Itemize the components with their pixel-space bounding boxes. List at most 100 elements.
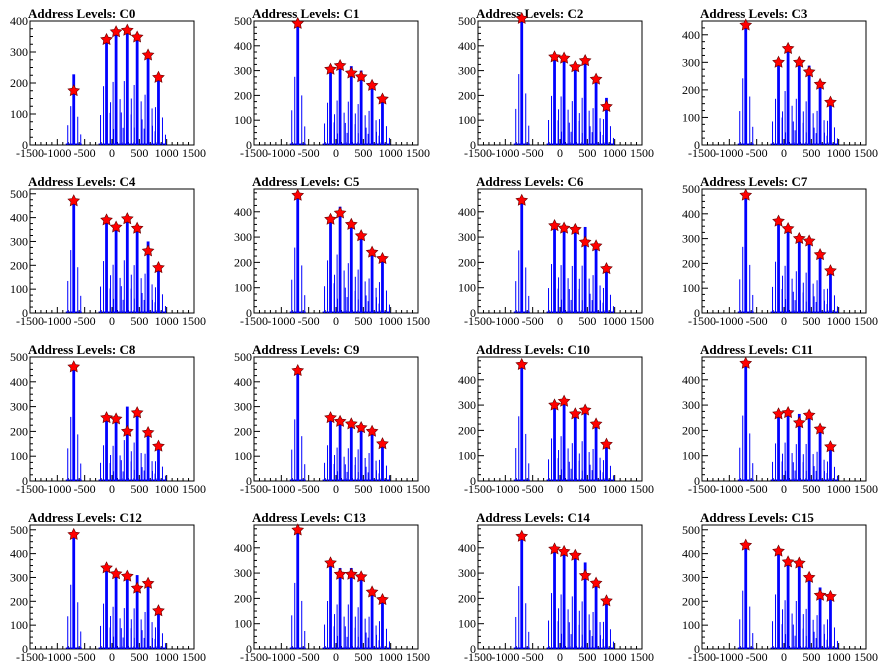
histogram-spike (573, 227, 577, 313)
histogram-spike (777, 60, 780, 145)
x-tick-label: -1500 (464, 482, 492, 496)
histogram-spike (829, 100, 832, 145)
histogram-spike (114, 417, 118, 481)
x-tick-label: 0 (109, 650, 115, 664)
peak-marker (100, 411, 113, 424)
y-tick-label: 500 (10, 523, 28, 537)
y-tick-label: 0 (246, 642, 252, 656)
peak-marker (376, 251, 389, 264)
x-tick-label: 1500 (854, 482, 878, 496)
subplot-title: Address Levels: C6 (476, 174, 584, 189)
y-tick-label: 300 (682, 55, 700, 69)
peak-marker (600, 437, 613, 450)
y-tick-label: 100 (10, 618, 28, 632)
peak-marker (578, 54, 592, 67)
peak-marker (548, 50, 561, 63)
peak-marker (291, 188, 305, 201)
y-tick-label: 400 (234, 205, 252, 219)
subplot-title: Address Levels: C0 (28, 6, 135, 21)
histogram-spike (338, 64, 342, 145)
x-tick-label: 500 (802, 482, 820, 496)
peak-marker (781, 405, 795, 419)
peak-marker (130, 30, 144, 43)
histogram-spike (605, 267, 608, 313)
x-tick-label: 1000 (827, 314, 851, 328)
y-tick-label: 200 (682, 83, 700, 97)
y-tick-label: 300 (234, 64, 252, 78)
y-tick-label: 100 (234, 281, 252, 295)
histogram-spike (786, 46, 790, 145)
y-tick-label: 500 (458, 14, 476, 28)
x-tick-label: -500 (746, 146, 768, 160)
x-tick-label: -1500 (240, 650, 268, 664)
peak-marker (141, 244, 155, 257)
peak-marker (130, 221, 144, 234)
peak-marker (548, 398, 561, 411)
y-tick-label: 300 (458, 230, 476, 244)
histogram-spike (829, 445, 832, 481)
histogram-spike (135, 411, 139, 481)
histogram-spike (605, 97, 608, 145)
histogram-spike (296, 528, 300, 649)
y-tick-label: 400 (682, 547, 700, 561)
histogram-spike (829, 595, 832, 649)
histogram-spike (520, 534, 524, 649)
peak-marker (109, 25, 123, 38)
histogram-spike (605, 443, 608, 481)
peak-marker (120, 569, 134, 582)
histogram-spike (553, 55, 556, 145)
peak-marker (354, 421, 368, 434)
histogram-spike (157, 266, 160, 313)
y-tick-label: 100 (682, 110, 700, 124)
histogram-spike (370, 590, 374, 649)
y-tick-label: 400 (682, 373, 700, 387)
y-tick-label: 100 (682, 449, 700, 463)
y-tick-label: 0 (22, 306, 28, 320)
peak-marker (781, 222, 795, 235)
peak-marker (578, 235, 592, 248)
peak-marker (772, 214, 785, 227)
peak-marker (568, 548, 582, 561)
x-tick-label: -1000 (43, 482, 71, 496)
subplot-title: Address Levels: C14 (476, 510, 590, 525)
peak-marker (557, 51, 571, 64)
y-tick-label: 0 (22, 138, 28, 152)
plot-frame (701, 188, 867, 314)
histogram-spike (114, 225, 118, 313)
x-tick-label: 1500 (854, 146, 878, 160)
subplot-10: Address Levels: C10 0 100 200 300 400 -1500 -10… (458, 342, 654, 496)
x-tick-label: -1000 (267, 146, 295, 160)
histogram-spike (338, 420, 342, 481)
histogram-spike (797, 561, 801, 649)
y-tick-label: 300 (234, 230, 252, 244)
y-tick-label: 200 (234, 255, 252, 269)
y-tick-label: 300 (458, 64, 476, 78)
subplot-1: Address Levels: C10100200300400500-1500-… (234, 6, 430, 160)
x-tick-label: 1000 (155, 650, 179, 664)
y-tick-label: 400 (682, 28, 700, 42)
y-tick-label: 100 (458, 449, 476, 463)
histogram-spike (359, 423, 363, 481)
histogram-spike (583, 226, 587, 313)
x-tick-label: 0 (781, 482, 787, 496)
x-tick-label: 1000 (603, 146, 627, 160)
peak-marker (557, 221, 571, 234)
x-tick-label: 1000 (379, 650, 403, 664)
peak-marker (568, 407, 582, 420)
subplot-title: Address Levels: C15 (700, 510, 814, 525)
histogram-spike (72, 364, 76, 481)
x-tick-label: 0 (333, 482, 339, 496)
histogram-spike (777, 412, 780, 481)
peak-marker (548, 542, 561, 555)
subplot-5: Address Levels: C5 0 100 200 300 400 -1500 -100… (234, 174, 430, 328)
histogram-spike (562, 225, 566, 313)
y-tick-label: 0 (694, 306, 700, 320)
x-tick-label: 1000 (379, 146, 403, 160)
x-tick-label: -500 (298, 482, 320, 496)
peak-marker (781, 555, 795, 568)
x-tick-label: 1500 (630, 650, 654, 664)
histogram-spike (797, 237, 801, 313)
y-tick-label: 100 (682, 618, 700, 632)
histogram-spike (786, 411, 790, 481)
peak-marker (291, 523, 305, 536)
